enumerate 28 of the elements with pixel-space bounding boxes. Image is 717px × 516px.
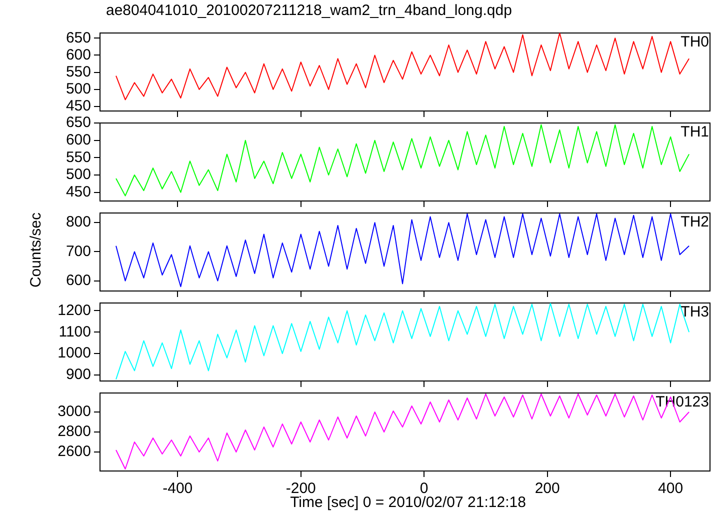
y-tick-label: 2800 bbox=[58, 423, 91, 440]
x-tick-label: 200 bbox=[534, 480, 560, 498]
y-tick-label: 2600 bbox=[58, 443, 91, 460]
y-tick-label: 450 bbox=[66, 183, 91, 200]
chart-title: ae804041010_20100207211218_wam2_trn_4band_long.qdp bbox=[106, 2, 512, 19]
y-tick-label: 500 bbox=[66, 166, 91, 184]
y-tick-label: 900 bbox=[66, 366, 91, 384]
y-tick-label: 550 bbox=[66, 148, 91, 166]
y-tick-label: 650 bbox=[66, 114, 91, 132]
y-tick-label: 1200 bbox=[58, 302, 91, 319]
y-tick-label: 1100 bbox=[58, 323, 91, 340]
y-tick-label: 600 bbox=[66, 131, 91, 148]
y-tick-label: 3000 bbox=[58, 403, 91, 420]
y-tick-label: 600 bbox=[66, 46, 91, 64]
y-tick-label: 500 bbox=[66, 80, 91, 98]
annotation: TH2 bbox=[680, 214, 709, 231]
y-tick-label: 450 bbox=[66, 98, 91, 115]
y-tick-label: 1000 bbox=[58, 344, 91, 362]
y-tick-label: 800 bbox=[66, 214, 91, 231]
x-tick-label: -400 bbox=[162, 480, 193, 498]
y-axis-title: Counts/sec bbox=[28, 212, 44, 288]
y-tick-label: 650 bbox=[66, 29, 91, 46]
y-tick-label: 700 bbox=[66, 242, 91, 260]
x-tick-label: 400 bbox=[658, 480, 684, 498]
y-tick-label: 600 bbox=[66, 272, 91, 289]
y-tick-label: 550 bbox=[66, 63, 91, 80]
annotation: TH0 bbox=[680, 34, 709, 51]
annotation: TH1 bbox=[680, 124, 709, 141]
